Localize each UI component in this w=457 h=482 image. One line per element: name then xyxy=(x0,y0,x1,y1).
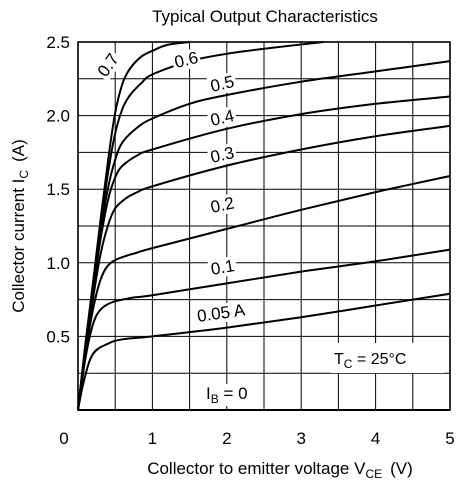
ib-curve xyxy=(77,41,190,411)
ib-curve xyxy=(77,248,451,411)
x-axis-label-main: Collector to emitter voltage V xyxy=(147,459,366,478)
curve-label-bg xyxy=(92,48,124,82)
curves xyxy=(77,41,451,412)
ib-curve xyxy=(77,292,451,411)
temperature-annotation-main: T xyxy=(334,351,344,368)
y-tick-label: 2.5 xyxy=(46,33,70,52)
curve-label-main: 0.3 xyxy=(209,143,236,167)
grid xyxy=(78,42,450,410)
curve-label-bg xyxy=(206,192,238,218)
curve-label-main: 0.1 xyxy=(209,256,236,279)
x-axis-label-sub: CE xyxy=(365,467,382,481)
y-tick-label: 0.5 xyxy=(46,327,70,346)
curve-label-bg xyxy=(170,47,202,73)
curve-label: 0.2 xyxy=(209,193,236,216)
temperature-annotation-bg xyxy=(330,343,444,373)
curve-label: 0.3 xyxy=(209,143,236,167)
y-axis-label-main: Collector current I xyxy=(9,179,28,313)
temperature-annotation-rest: = 25°C xyxy=(352,351,406,368)
x-tick-label: 2 xyxy=(222,429,231,448)
y-axis-label: Collector current IC (A) xyxy=(9,139,31,313)
curve-label-main: I xyxy=(206,384,211,403)
x-tick-label: 1 xyxy=(148,429,157,448)
curve-label-bg xyxy=(193,300,249,327)
curve-labels: IB = 0 0.05 A 0.1 0.2 0.3 0.4 0.5 0.6 0.7 xyxy=(92,47,250,406)
temperature-annotation-sub: C xyxy=(344,357,353,371)
y-axis-label-sub: C xyxy=(17,170,31,179)
curve-label-bg xyxy=(207,255,238,280)
curve-label-main: 0.5 xyxy=(209,72,236,96)
curve-label-main: 0.7 xyxy=(94,50,123,80)
curve-label-main: 0.05 A xyxy=(196,300,247,326)
curve-label: 0.05 A xyxy=(196,300,247,326)
curve-label-main: 0.4 xyxy=(209,106,236,130)
x-tick-label: 5 xyxy=(445,429,454,448)
curve-label-bg xyxy=(206,142,238,168)
curve-label: 0.6 xyxy=(173,48,200,72)
x-axis-label: Collector to emitter voltage VCE (V) xyxy=(147,459,413,481)
y-tick-labels: 0.5 1.0 1.5 2.0 2.5 xyxy=(46,33,70,346)
y-tick-label: 1.5 xyxy=(46,180,70,199)
temperature-annotation: TC = 25°C xyxy=(334,351,406,371)
curve-label: 0.4 xyxy=(209,106,236,130)
curve-label-main: 0.6 xyxy=(173,48,200,72)
x-tick-label: 0 xyxy=(59,429,68,448)
curve-label-bg xyxy=(204,384,250,406)
x-tick-labels: 0 1 2 3 4 5 xyxy=(59,429,454,448)
x-axis-label-unit: (V) xyxy=(390,459,413,478)
y-tick-label: 2.0 xyxy=(46,107,70,126)
curve-label-main: 0.2 xyxy=(209,193,236,216)
ib-curve xyxy=(77,175,451,411)
x-tick-label: 3 xyxy=(296,429,305,448)
curve-label: 0.1 xyxy=(209,256,236,279)
curve-label: IB = 0 xyxy=(206,384,248,406)
curve-label-bg xyxy=(206,71,238,97)
curve-label: 0.7 xyxy=(94,50,123,80)
temperature-annotation-box: TC = 25°C xyxy=(330,343,444,373)
curve-label-bg xyxy=(206,105,238,131)
curve-label-sub: B xyxy=(211,392,219,406)
curve-label: 0.5 xyxy=(209,72,236,96)
x-tick-label: 4 xyxy=(371,429,380,448)
chart-title: Typical Output Characteristics xyxy=(152,7,378,26)
curve-label-rest: = 0 xyxy=(219,384,248,403)
y-tick-label: 1.0 xyxy=(46,254,70,273)
y-axis-label-unit: (A) xyxy=(9,139,28,162)
